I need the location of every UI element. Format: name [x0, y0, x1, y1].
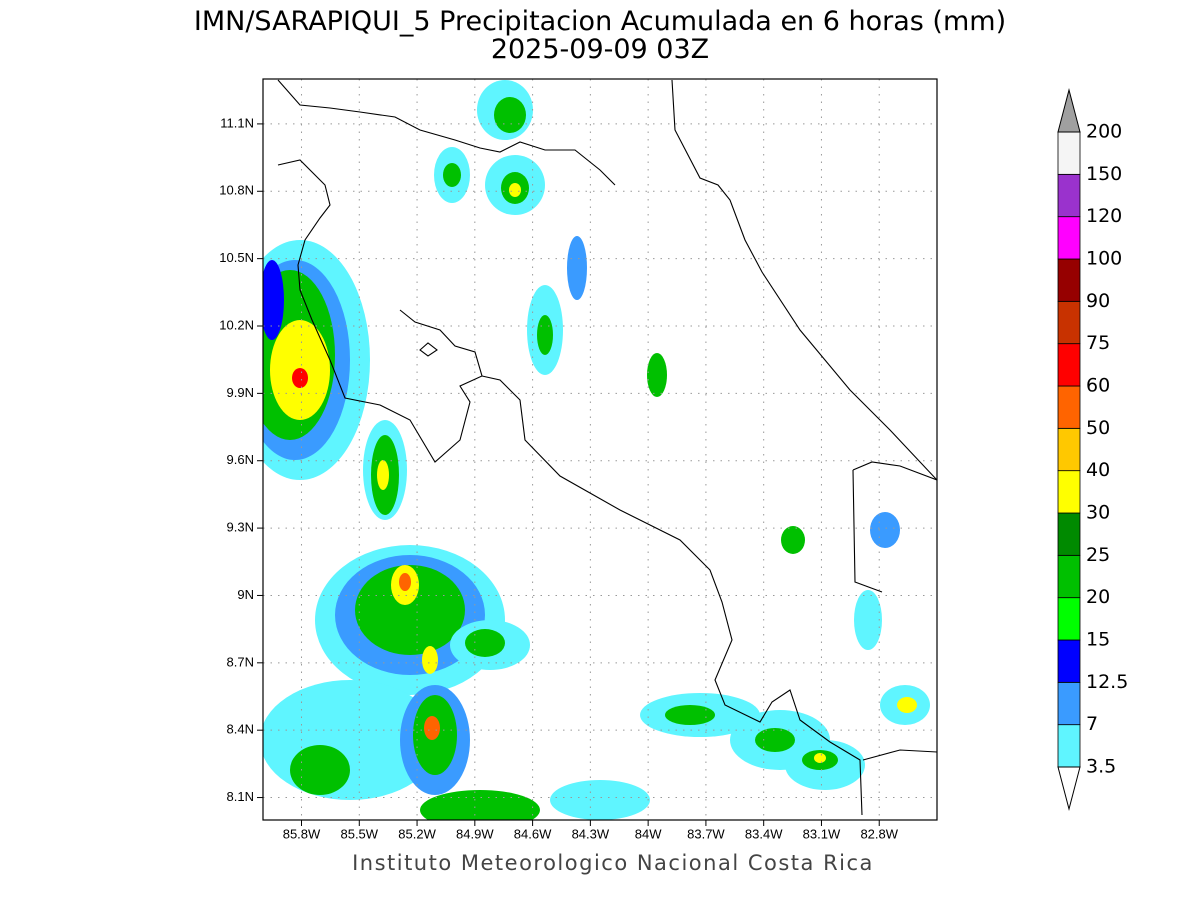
colorbar-label: 15: [1086, 629, 1110, 651]
coastlines: [277, 79, 937, 816]
colorbar-label: 7: [1086, 713, 1098, 735]
lon-tick-label: 83.4W: [745, 826, 783, 841]
lon-tick-label: 83.1W: [803, 826, 841, 841]
lon-tick-label: 84.3W: [572, 826, 610, 841]
colorbar-segment: [1057, 131, 1081, 175]
map-frame: [262, 78, 938, 821]
colorbar-label: 150: [1086, 163, 1122, 185]
lon-tick-label: 85.5W: [340, 826, 378, 841]
colorbar-segment: [1057, 681, 1081, 726]
colorbar-segment: [1057, 470, 1081, 514]
colorbar-label: 40: [1086, 459, 1110, 481]
colorbar-label: 30: [1086, 502, 1110, 524]
lon-tick-label: 85.2W: [398, 826, 436, 841]
lat-tick-label: 9.6N: [227, 452, 254, 467]
colorbar-segment: [1057, 216, 1081, 260]
title: IMN/SARAPIQUI_5 Precipitacion Acumulada …: [194, 6, 1006, 37]
colorbar-label: 75: [1086, 332, 1110, 354]
colorbar-label: 12.5: [1086, 671, 1128, 693]
colorbar-under: [1057, 766, 1081, 811]
colorbar-segment: [1057, 554, 1081, 599]
lat-tick-label: 10.5N: [219, 250, 254, 265]
lon-tick-label: 85.8W: [283, 826, 321, 841]
colorbar-label: 100: [1086, 248, 1122, 270]
colorbar-segment: [1057, 258, 1081, 302]
colorbar-segment: [1057, 639, 1081, 683]
colorbar-segment: [1057, 512, 1081, 556]
lon-tick-label: 84.6W: [514, 826, 552, 841]
lat-tick-label: 10.8N: [219, 183, 254, 198]
colorbar-label: 60: [1086, 375, 1110, 397]
colorbar-label: 3.5: [1086, 756, 1116, 778]
colorbar-label: 200: [1086, 121, 1122, 143]
colorbar-segment: [1057, 173, 1081, 218]
graticule: [257, 79, 937, 826]
colorbar-segment: [1057, 597, 1081, 641]
colorbar-label: 20: [1086, 586, 1110, 608]
lon-tick-label: 84W: [635, 826, 662, 841]
footer: Instituto Meteorologico Nacional Costa R…: [352, 851, 874, 875]
lat-tick-label: 9.3N: [227, 520, 254, 535]
lat-tick-label: 9N: [237, 587, 254, 602]
colorbar-segment: [1057, 300, 1081, 345]
colorbar-label: 90: [1086, 290, 1110, 312]
subtitle: 2025-09-09 03Z: [491, 34, 709, 65]
lon-tick-label: 82.8W: [860, 826, 898, 841]
colorbar-segment: [1057, 724, 1081, 768]
lat-tick-label: 11.1N: [220, 115, 254, 130]
colorbar-label: 50: [1086, 417, 1110, 439]
colorbar: 3.5 7 12.5 15 20 25 30 40 50 60 75 90 100 120 150 200: [1057, 88, 1128, 811]
lat-tick-label: 9.9N: [227, 385, 254, 400]
lat-tick-label: 10.2N: [219, 317, 254, 332]
colorbar-label: 25: [1086, 544, 1110, 566]
lat-tick-label: 8.4N: [227, 722, 254, 737]
lon-tick-label: 83.7W: [687, 826, 725, 841]
lat-tick-label: 8.1N: [227, 789, 254, 804]
colorbar-segment: [1057, 427, 1081, 472]
lon-tick-label: 84.9W: [456, 826, 494, 841]
precipitation-field: [263, 80, 930, 820]
colorbar-over: [1057, 88, 1081, 133]
lat-tick-label: 8.7N: [227, 654, 254, 669]
colorbar-segment: [1057, 343, 1081, 387]
colorbar-segment: [1057, 385, 1081, 429]
colorbar-label: 120: [1086, 205, 1122, 227]
